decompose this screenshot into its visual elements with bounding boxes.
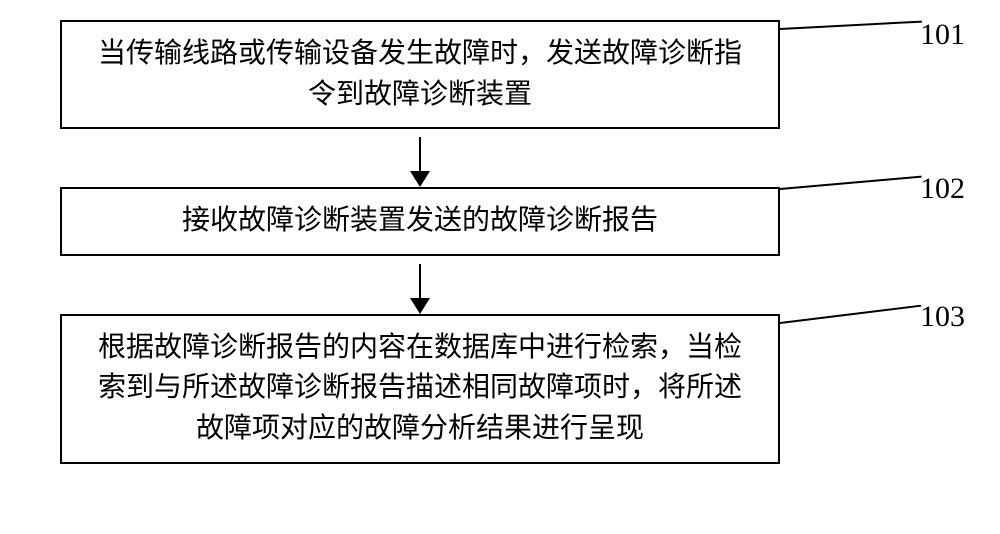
step-text-3: 根据故障诊断报告的内容在数据库中进行检索，当检索到与所述故障诊断报告描述相同故障… bbox=[98, 332, 742, 444]
step-label-3: 103 bbox=[920, 300, 965, 334]
step-box-1: 当传输线路或传输设备发生故障时，发送故障诊断指令到故障诊断装置 bbox=[60, 20, 780, 129]
step-text-2: 接收故障诊断装置发送的故障诊断报告 bbox=[182, 205, 658, 236]
arrow-2 bbox=[60, 256, 780, 314]
arrow-head-icon bbox=[410, 298, 430, 314]
lead-line-1 bbox=[780, 21, 922, 30]
arrow-1 bbox=[60, 129, 780, 187]
flowchart-container: 当传输线路或传输设备发生故障时，发送故障诊断指令到故障诊断装置 接收故障诊断装置… bbox=[60, 20, 780, 464]
step-box-2: 接收故障诊断装置发送的故障诊断报告 bbox=[60, 187, 780, 256]
step-label-1: 101 bbox=[920, 18, 965, 52]
lead-line-2 bbox=[780, 176, 922, 190]
step-label-2: 102 bbox=[920, 172, 965, 206]
lead-line-3 bbox=[780, 305, 921, 324]
step-box-3: 根据故障诊断报告的内容在数据库中进行检索，当检索到与所述故障诊断报告描述相同故障… bbox=[60, 314, 780, 464]
arrow-head-icon bbox=[410, 171, 430, 187]
step-text-1: 当传输线路或传输设备发生故障时，发送故障诊断指令到故障诊断装置 bbox=[98, 38, 742, 110]
